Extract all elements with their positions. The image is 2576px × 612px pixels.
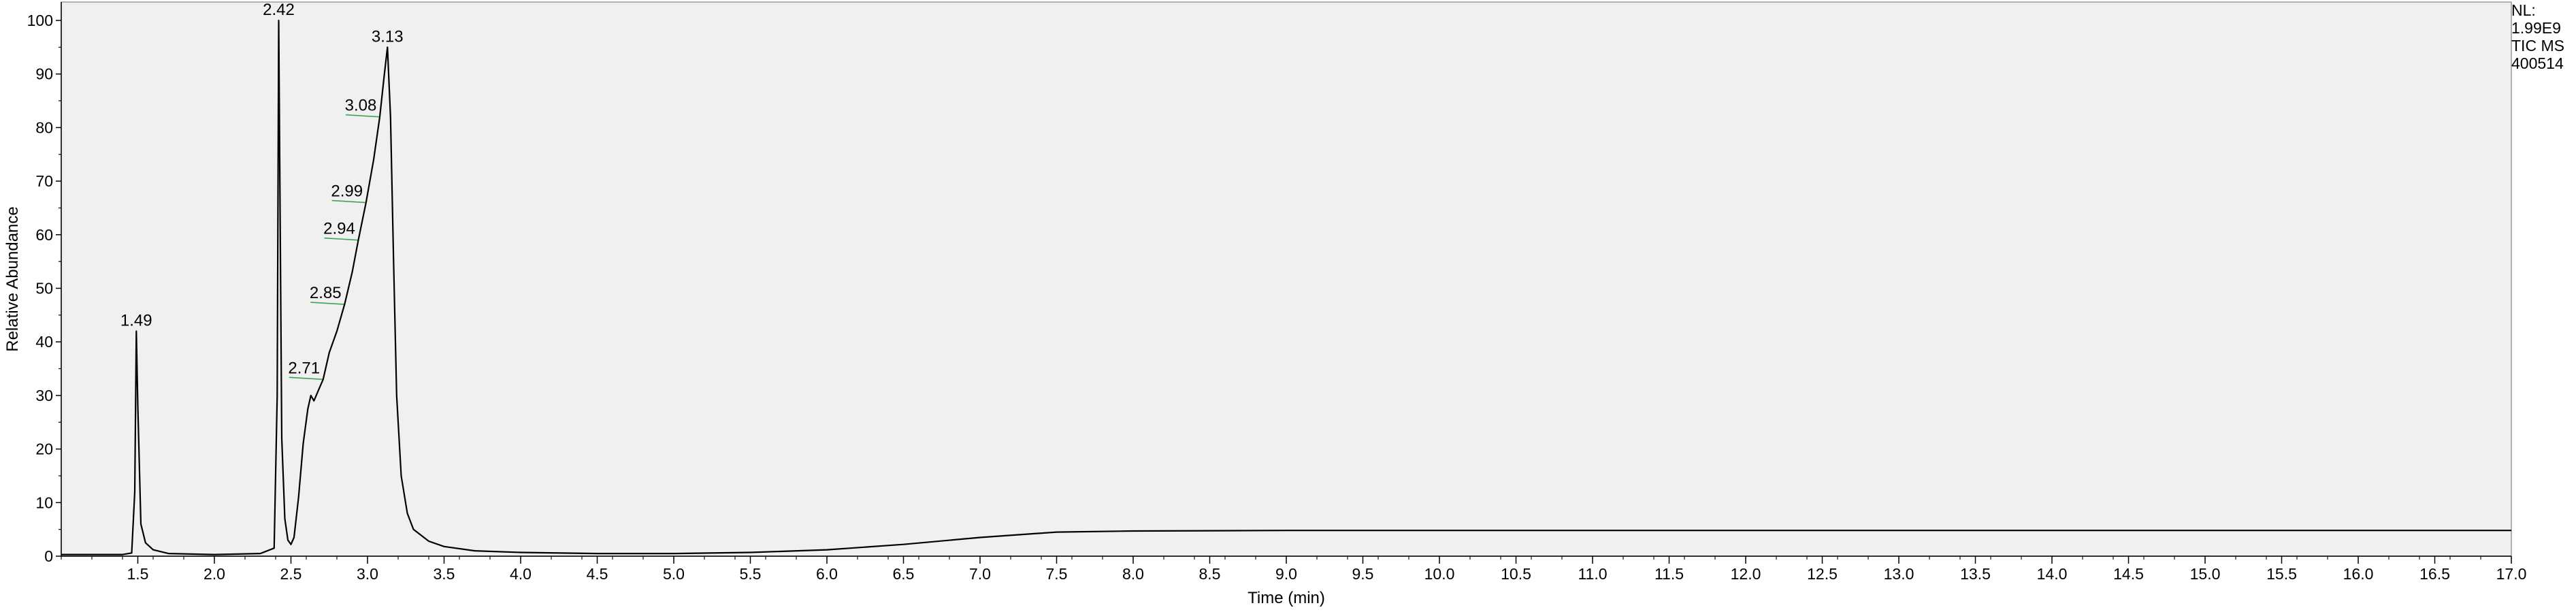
peak-label: 3.13: [372, 27, 404, 46]
x-tick-label: 9.5: [1352, 565, 1374, 583]
x-tick-label: 12.5: [1807, 565, 1838, 583]
peak-label-leader: [345, 114, 380, 118]
sample-id: 400514: [2511, 54, 2564, 72]
x-tick-label: 5.5: [740, 565, 762, 583]
x-tick-label: 2.5: [280, 565, 302, 583]
peak-label-leader: [310, 302, 345, 305]
x-tick-label: 1.5: [127, 565, 149, 583]
x-tick-label: 10.0: [1424, 565, 1455, 583]
x-tick-label: 9.0: [1275, 565, 1297, 583]
x-tick-label: 7.5: [1046, 565, 1068, 583]
x-tick-label: 14.0: [2037, 565, 2068, 583]
peak-label: 3.08: [345, 97, 377, 115]
peak-labels: 1.49 2.42 2.71 2.85 2.94 2.99 3.08 3.13: [120, 1, 404, 377]
x-tick-label: 7.0: [969, 565, 991, 583]
x-tick-label: 3.0: [357, 565, 378, 583]
peak-label-markers: [289, 114, 380, 381]
scan-filter: TIC MS: [2511, 37, 2564, 54]
peak-label: 2.99: [331, 182, 363, 201]
x-tick-label: 8.5: [1199, 565, 1221, 583]
y-tick-label: 40: [35, 333, 53, 351]
peak-label: 1.49: [120, 311, 152, 329]
nl-value: 1.99E9: [2511, 19, 2561, 37]
peak-label-leader: [289, 376, 323, 381]
x-tick-label: 4.5: [587, 565, 608, 583]
nl-label: NL:: [2511, 1, 2536, 19]
x-tick-label: 14.5: [2113, 565, 2144, 583]
x-tick-label: 15.0: [2190, 565, 2221, 583]
x-tick-label: 16.5: [2419, 565, 2450, 583]
x-tick-label: 13.5: [1960, 565, 1991, 583]
peak-label-leader: [324, 237, 359, 241]
x-tick-label: 6.0: [816, 565, 838, 583]
x-tick-label: 15.5: [2266, 565, 2297, 583]
y-tick-label: 0: [44, 547, 53, 565]
y-tick-label: 30: [35, 387, 53, 404]
y-axis-title: Relative Abundance: [3, 206, 22, 352]
peak-label-leader: [331, 199, 366, 204]
tic-trace-line: [61, 19, 2511, 555]
plot-area-background: [61, 1, 2512, 557]
x-tick-label: 2.0: [203, 565, 225, 583]
peak-label: 2.85: [310, 284, 342, 302]
y-tick-label: 20: [35, 440, 53, 458]
y-tick-label: 80: [35, 118, 53, 136]
x-tick-label: 13.0: [1884, 565, 1914, 583]
y-axis: 0 10 20 30 40 50 60 70 80 90 100: [27, 2, 62, 565]
x-axis-title: Time (min): [1248, 589, 1325, 607]
y-tick-label: 60: [35, 226, 53, 244]
x-tick-label: 8.0: [1122, 565, 1144, 583]
x-tick-label: 16.0: [2343, 565, 2374, 583]
x-tick-label: 11.0: [1578, 565, 1607, 583]
x-tick-label: 17.0: [2496, 565, 2527, 583]
peak-label: 2.71: [288, 359, 320, 377]
x-tick-label: 11.5: [1654, 565, 1684, 583]
x-tick-label: 5.0: [663, 565, 685, 583]
x-axis: 1.5 2.0 2.5 3.0 3.5 4.0 4.5 5.0 5.5 6.0 6.5 7.0 7.5 8…: [61, 555, 2527, 583]
x-tick-label: 12.0: [1731, 565, 1761, 583]
y-tick-label: 70: [35, 172, 53, 190]
y-tick-label: 100: [27, 12, 53, 29]
peak-label: 2.94: [323, 220, 355, 238]
x-tick-label: 6.5: [893, 565, 915, 583]
x-tick-label: 4.0: [510, 565, 532, 583]
y-tick-label: 50: [35, 280, 53, 297]
y-tick-label: 10: [35, 494, 53, 511]
x-tick-label: 3.5: [434, 565, 455, 583]
y-tick-label: 90: [35, 65, 53, 83]
peak-label: 2.42: [263, 1, 295, 19]
x-tick-label: 10.5: [1501, 565, 1531, 583]
